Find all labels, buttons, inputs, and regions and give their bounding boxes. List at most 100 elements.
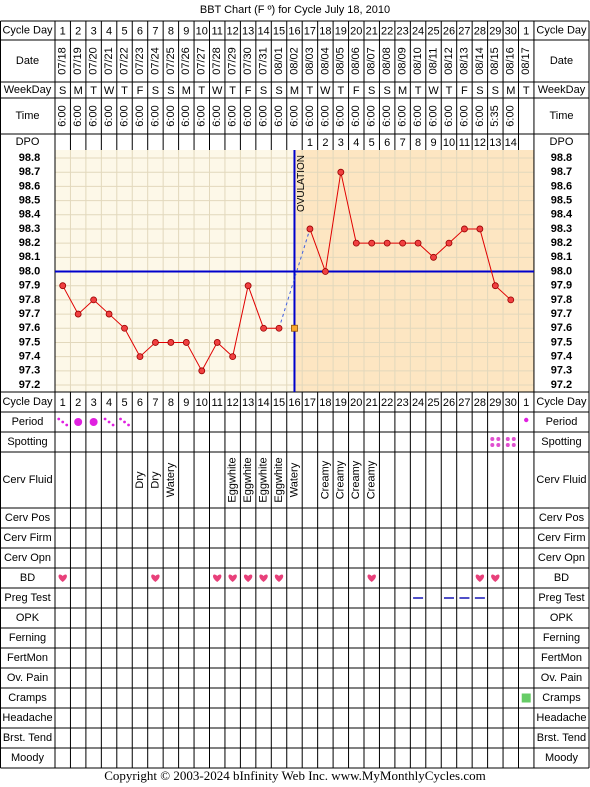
date-cell: 07/27 — [196, 47, 208, 75]
heart-mark — [475, 574, 485, 582]
fluid-cell: Watery — [165, 462, 177, 497]
dpo-cell: 8 — [415, 137, 421, 149]
period-dot — [123, 420, 126, 424]
row-label-right: Cerv Fluid — [536, 474, 586, 486]
cycle_day-cell: 20 — [350, 25, 362, 37]
row-label: BD — [20, 572, 35, 584]
temperature-point — [59, 282, 67, 290]
row-label: FertMon — [7, 652, 48, 664]
cycle-day-cell: 14 — [257, 397, 269, 409]
y-tick-label-right: 98.1 — [551, 251, 572, 263]
period-mark — [74, 418, 83, 426]
cycle_day-cell: 26 — [443, 25, 455, 37]
temperature-point — [321, 268, 329, 275]
heart-mark — [259, 574, 268, 582]
time-cell: 6:00 — [474, 105, 486, 126]
cycle-day-cell: 22 — [381, 397, 393, 409]
spot-dot — [511, 443, 516, 447]
weekday-cell: F — [353, 85, 360, 97]
time-cell: 6:00 — [88, 105, 100, 126]
time-cell: 6:00 — [103, 105, 115, 126]
temperature-point — [275, 324, 283, 332]
row-label: Cerv Firm — [3, 532, 51, 544]
date-cell: 08/17 — [520, 47, 532, 75]
row-label: Ferning — [9, 632, 46, 644]
cycle-day-cell: 27 — [458, 397, 470, 409]
temperature-point — [430, 253, 437, 261]
y-tick-label: 97.5 — [19, 336, 40, 348]
row-label: Headache — [2, 712, 52, 724]
cycle-day-cell: 7 — [152, 397, 158, 409]
weekday-cell: F — [137, 85, 144, 97]
spot-dot — [496, 437, 501, 441]
period-dot — [103, 417, 107, 421]
cycle-day-cell: 12 — [227, 397, 239, 409]
heart-mark — [491, 574, 500, 582]
time-cell: 6:00 — [273, 105, 285, 126]
row-label-right: Cycle Day — [536, 24, 587, 36]
period-dot — [127, 423, 130, 427]
y-tick-label: 98.3 — [19, 223, 40, 235]
fluid-cell: Dry — [134, 471, 146, 489]
cycle_day-cell: 24 — [412, 25, 424, 37]
cycle_day-cell: 1 — [60, 25, 66, 37]
cycle_day-cell: 1 — [523, 25, 529, 37]
row-label: Cramps — [8, 692, 47, 704]
weekday-cell: T — [121, 85, 128, 97]
fluid-cell: Watery — [288, 462, 300, 497]
y-tick-label: 97.4 — [19, 351, 41, 363]
cycle-day-cell: 3 — [91, 397, 97, 409]
y-tick-label: 97.8 — [19, 294, 40, 306]
weekday-cell: T — [415, 85, 422, 97]
footer: Copyright © 2003-2024 bInfinity Web Inc.… — [104, 768, 485, 783]
y-tick-label-right: 97.6 — [551, 322, 572, 334]
dpo-cell: 3 — [338, 137, 344, 149]
date-cell: 07/19 — [72, 47, 84, 75]
dpo-cell: 10 — [443, 137, 455, 149]
temperature-point — [399, 239, 407, 247]
heart-mark — [243, 574, 253, 582]
temperature-point — [90, 296, 98, 304]
period-dot — [107, 420, 111, 424]
weekday-cell: T — [337, 85, 344, 97]
time-cell: 6:00 — [227, 105, 239, 126]
cycle_day-cell: 8 — [168, 25, 174, 37]
row-label: DPO — [16, 136, 40, 148]
period-mark — [57, 417, 69, 427]
fluid-cell: Creamy — [335, 460, 347, 499]
row-label: Cycle Day — [2, 396, 53, 408]
time-cell: 6:00 — [366, 105, 378, 126]
cycle_day-cell: 15 — [273, 25, 285, 37]
date-cell: 08/05 — [335, 47, 347, 75]
cycle_day-cell: 12 — [227, 25, 239, 37]
cycle_day-cell: 16 — [288, 25, 300, 37]
heart-mark — [367, 574, 376, 582]
row-label-right: Ov. Pain — [541, 672, 582, 684]
spot-dot — [505, 443, 510, 447]
cycle-day-cell: 2 — [75, 397, 81, 409]
row-label-right: Cerv Opn — [538, 552, 585, 564]
weekday-cell: S — [260, 85, 267, 97]
time-cell: 6:00 — [165, 105, 177, 126]
dpo-cell: 12 — [474, 137, 486, 149]
cycle_day-cell: 3 — [91, 25, 97, 37]
time-cell: 6:00 — [505, 105, 517, 126]
fluid-cell: Creamy — [350, 460, 362, 499]
ovulation-label: OVULATION — [296, 155, 307, 212]
cycle_day-cell: 13 — [242, 25, 254, 37]
excluded-temperature — [291, 324, 298, 332]
cycle-day-cell: 20 — [350, 397, 362, 409]
heart-mark — [228, 574, 237, 582]
date-cell: 08/10 — [412, 47, 424, 75]
dpo-cell: 14 — [505, 137, 517, 149]
fluid-cell: Creamy — [319, 460, 331, 499]
date-cell: 07/20 — [88, 47, 100, 75]
y-tick-label: 98.5 — [19, 194, 40, 206]
time-cell: 6:00 — [118, 105, 130, 126]
cycle-day-cell: 1 — [60, 397, 66, 409]
row-label-right: Time — [549, 110, 573, 122]
temperature-point — [182, 339, 190, 346]
row-label-right: Spotting — [541, 436, 581, 448]
gap-bridge — [278, 228, 311, 329]
temperature-point — [105, 310, 113, 318]
